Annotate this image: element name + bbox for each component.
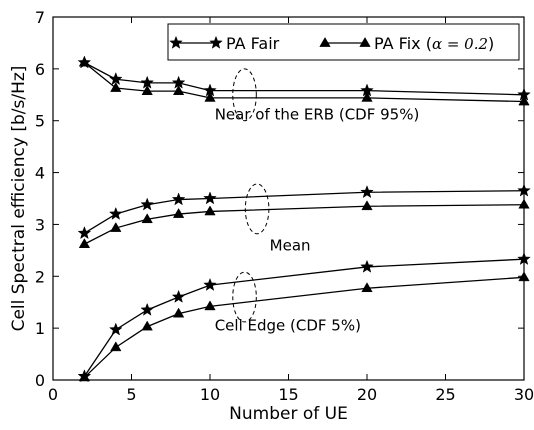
data-point-3-1 <box>110 222 122 232</box>
x-axis-label: Number of UE <box>229 404 348 424</box>
data-point-2-1 <box>108 206 123 220</box>
x-tick-label-6: 30 <box>514 385 534 404</box>
x-tick-label-2: 10 <box>200 385 220 404</box>
x-tick-label-5: 25 <box>435 385 455 404</box>
y-tick-label-7: 7 <box>35 8 45 27</box>
data-point-5-0 <box>78 371 91 382</box>
data-point-0-1 <box>108 72 123 86</box>
x-tick-label-4: 20 <box>357 385 377 404</box>
data-point-3-4 <box>204 205 216 216</box>
y-tick-label-0: 0 <box>35 371 45 390</box>
data-point-3-3 <box>172 208 185 218</box>
data-point-3-0 <box>78 238 91 248</box>
y-axis-label: Cell Spectral efficiency [b/s/Hz] <box>9 66 29 332</box>
annotation-ellipse-0 <box>232 68 257 122</box>
y-tick-label-6: 6 <box>35 60 45 79</box>
annotation-ellipse-1 <box>244 183 270 235</box>
legend-marker-1-b <box>359 36 371 47</box>
data-point-1-2 <box>141 85 153 95</box>
data-point-3-2 <box>141 213 153 224</box>
annotation-layer: Near of the ERB (CDF 95%) Mean Cell Edge (… <box>215 68 420 335</box>
series-line-0 <box>84 62 525 96</box>
y-tick-label-4: 4 <box>35 164 45 183</box>
annotation-label-0: Near of the ERB (CDF 95%) <box>215 106 420 124</box>
data-point-1-0 <box>78 56 91 67</box>
data-point-5-1 <box>110 341 122 352</box>
series-line-2 <box>84 190 525 234</box>
data-point-2-5 <box>360 185 374 199</box>
legend-box <box>167 23 520 61</box>
data-point-4-4 <box>203 277 217 291</box>
annotation-label-2: Cell Edge (CDF 5%) <box>215 317 361 335</box>
data-point-5-4 <box>204 300 216 311</box>
axes-layer: 0 5 10 15 20 25 30 0 1 2 3 4 5 6 7 Number of UE Cell Spe… <box>9 8 534 424</box>
data-point-1-5 <box>361 91 373 102</box>
data-point-4-1 <box>108 322 123 336</box>
data-point-4-2 <box>140 302 155 316</box>
data-point-5-3 <box>172 307 185 318</box>
y-tick-label-2: 2 <box>35 267 45 286</box>
legend-marker-0-a <box>169 35 183 49</box>
data-point-4-5 <box>360 259 374 273</box>
data-point-2-4 <box>203 191 217 205</box>
annotation-label-1: Mean <box>270 236 311 254</box>
y-tick-label-5: 5 <box>35 112 45 131</box>
data-point-1-4 <box>204 91 216 102</box>
x-tick-label-0: 0 <box>48 385 58 404</box>
data-point-5-5 <box>361 282 373 293</box>
data-point-1-1 <box>110 82 122 92</box>
legend-label-1: PA Fix (α = 0.2) <box>374 34 494 53</box>
legend: PA Fair PA Fix (α = 0.2) <box>167 23 520 61</box>
legend-marker-1-a <box>319 36 331 47</box>
series-layer <box>77 55 531 383</box>
data-point-2-0 <box>77 226 92 240</box>
y-tick-label-1: 1 <box>35 319 45 338</box>
x-tick-label-1: 5 <box>126 385 136 404</box>
legend-label-0: PA Fair <box>226 34 280 53</box>
annotation-ellipse-2 <box>232 271 257 323</box>
data-point-2-2 <box>140 197 155 211</box>
y-tick-label-3: 3 <box>35 215 45 234</box>
data-point-1-3 <box>172 85 185 95</box>
legend-marker-0-b <box>209 35 223 49</box>
x-tick-label-3: 15 <box>278 385 298 404</box>
data-point-5-2 <box>141 320 153 331</box>
data-point-2-3 <box>171 192 186 206</box>
data-point-3-5 <box>361 200 373 211</box>
data-point-4-3 <box>171 289 186 303</box>
